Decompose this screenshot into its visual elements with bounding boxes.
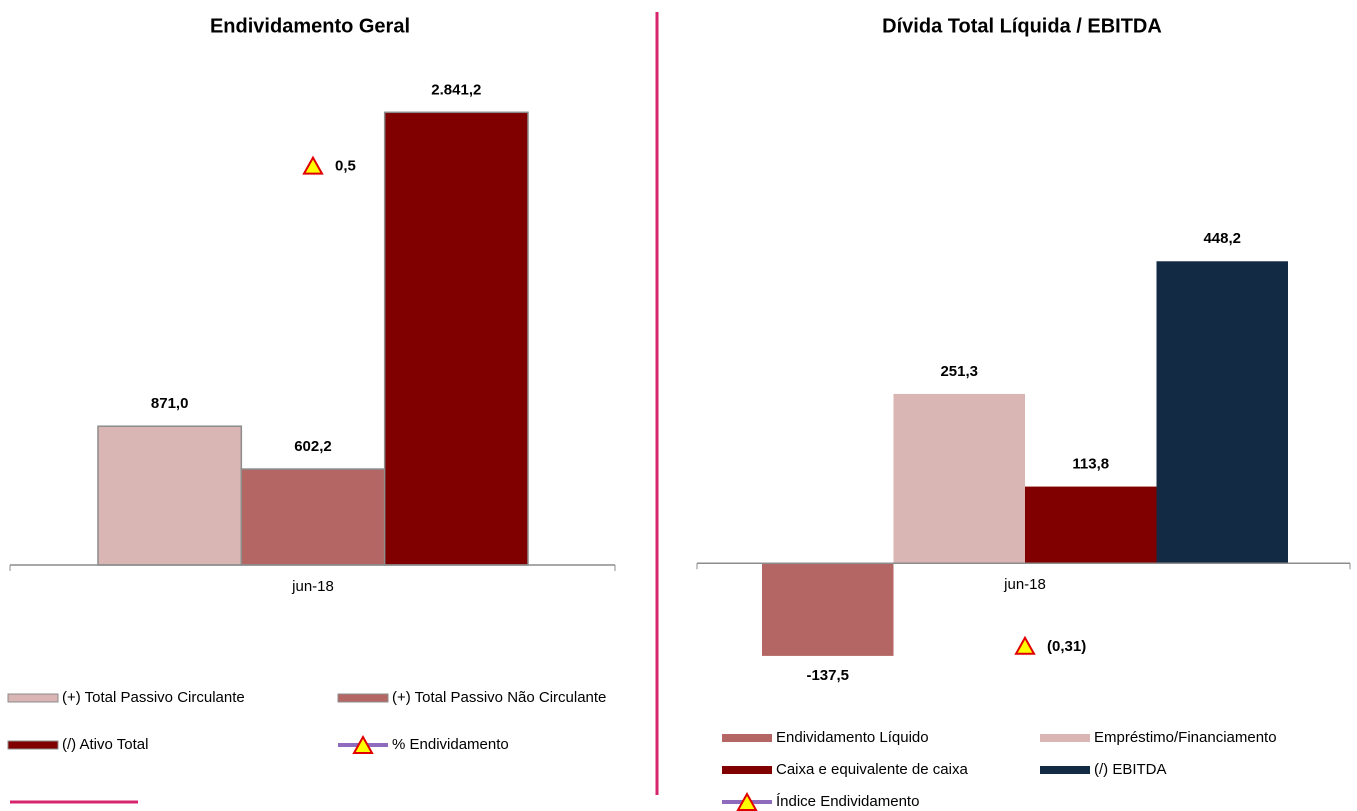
legend-label: Índice Endividamento [776,793,919,810]
data-label: 448,2 [1203,230,1241,247]
legend-swatch [722,734,772,742]
legend-marker [352,734,374,754]
data-label: 0,5 [335,158,356,175]
legend-swatch [7,740,59,750]
data-label: 113,8 [1072,456,1109,473]
data-label: 2.841,2 [431,81,481,98]
legend-label: Empréstimo/Financiamento [1094,729,1277,746]
bar [893,393,1025,564]
legend-swatch [337,693,389,703]
legend-swatch [7,693,59,703]
bar [1025,486,1157,564]
bar [97,425,243,566]
line-marker [1014,635,1036,655]
legend-swatch [1040,766,1090,774]
legend-marker [736,791,758,811]
legend-label: (/) Ativo Total [62,736,148,753]
legend-label: (+) Total Passivo Circulante [62,689,245,706]
legend-label: (/) EBITDA [1094,761,1167,778]
chart-title: Dívida Total Líquida / EBITDA [882,15,1162,37]
data-label: (0,31) [1047,638,1086,655]
bar [383,111,529,566]
legend-label: Caixa e equivalente de caixa [776,761,968,778]
data-label: -137,5 [806,667,849,684]
bar [762,563,894,656]
data-label: 251,3 [940,363,978,380]
bar [1156,261,1288,564]
x-tick-label: jun-18 [1003,576,1046,593]
legend-swatch [1040,734,1090,742]
data-label: 602,2 [294,438,332,455]
x-tick-label: jun-18 [291,578,334,595]
bar [240,468,386,566]
line-marker [302,155,324,175]
legend-label: (+) Total Passivo Não Circulante [392,689,606,706]
legend-label: Endividamento Líquido [776,729,929,746]
legend-swatch [722,766,772,774]
legend-label: % Endividamento [392,736,509,753]
chart-title: Endividamento Geral [210,15,410,37]
data-label: 871,0 [151,395,189,412]
